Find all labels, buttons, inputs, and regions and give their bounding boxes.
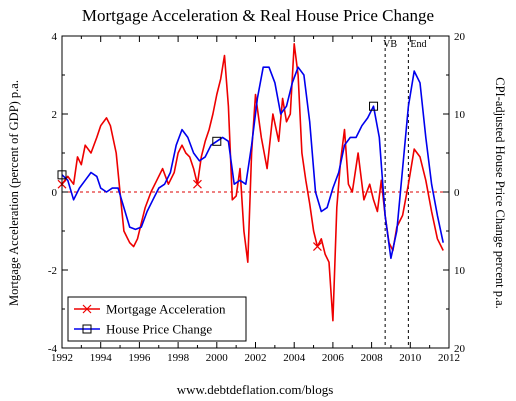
title-layer: Mortgage Acceleration & Real House Price… bbox=[82, 6, 434, 25]
x-tick-label: 2006 bbox=[322, 352, 345, 364]
y2-tick-label: 10 bbox=[454, 265, 466, 277]
series-marker bbox=[312, 242, 322, 252]
x-tick-label: 1996 bbox=[128, 352, 151, 364]
series-line-1 bbox=[61, 42, 444, 322]
annotation-label: End bbox=[410, 39, 426, 50]
y-tick-label: 2 bbox=[52, 109, 58, 121]
legend-box bbox=[67, 296, 247, 342]
legend-layer: Mortgage Acceleration House Price Change bbox=[67, 296, 247, 342]
series-marker-stroke bbox=[193, 179, 202, 189]
chart-title: Mortgage Acceleration & Real House Price… bbox=[82, 6, 434, 25]
x-tick-label: 1992 bbox=[51, 352, 73, 364]
series-marker bbox=[212, 136, 222, 146]
legend-marker bbox=[82, 324, 92, 334]
series-line-2 bbox=[61, 66, 444, 260]
x-tick-label: 1994 bbox=[90, 352, 113, 364]
legend-marker bbox=[82, 304, 92, 314]
annotation-label: VB bbox=[383, 39, 397, 50]
y-tick-label: -2 bbox=[48, 265, 57, 277]
y2-axis-label: CPI-adjusted House Price Change percent … bbox=[493, 77, 507, 309]
y-tick-label: 4 bbox=[52, 31, 58, 43]
x-tick-label: 2008 bbox=[361, 352, 384, 364]
y2-tick-label: 0 bbox=[454, 187, 460, 199]
x-tick-label: 2004 bbox=[283, 352, 306, 364]
y-axis-label: Mortgage Acceleration (percent of GDP) p… bbox=[7, 80, 21, 306]
x-tick-label: 2010 bbox=[399, 352, 422, 364]
source-label: www.debtdeflation.com/blogs bbox=[177, 382, 334, 397]
y2-tick-label: 20 bbox=[454, 31, 466, 43]
legend-label: House Price Change bbox=[106, 322, 212, 337]
legend-label: Mortgage Acceleration bbox=[106, 302, 226, 317]
x-tick-label: 2012 bbox=[438, 352, 460, 364]
x-tick-label: 1998 bbox=[167, 352, 190, 364]
x-tick-label: 2000 bbox=[206, 352, 229, 364]
y-tick-label: -4 bbox=[48, 343, 58, 355]
series-marker-stroke bbox=[312, 242, 322, 252]
plot-layer: VB End bbox=[57, 36, 449, 348]
y2-tick-label: 10 bbox=[454, 109, 466, 121]
series-marker bbox=[369, 101, 379, 111]
axes-layer: 1992 1994 1996 1998 2000 2002 2004 2006 2008 2010… bbox=[48, 31, 466, 364]
y2-tick-label: 20 bbox=[454, 343, 466, 355]
series-marker bbox=[193, 179, 202, 189]
x-tick-label: 2002 bbox=[245, 352, 267, 364]
y-tick-label: 0 bbox=[52, 187, 58, 199]
